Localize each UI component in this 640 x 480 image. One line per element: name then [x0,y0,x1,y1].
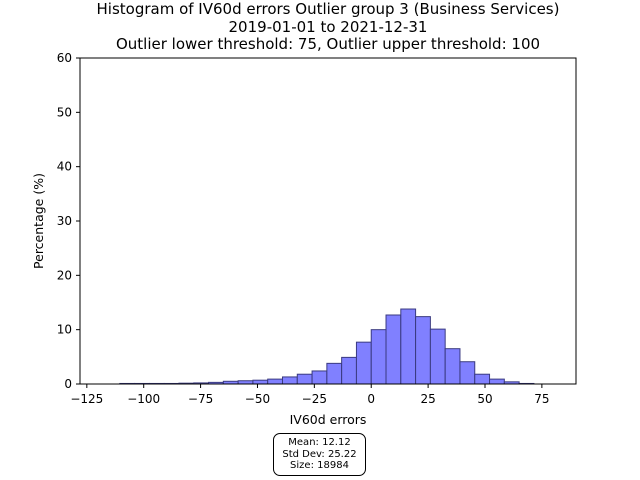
x-tick-label-4: −25 [302,392,327,406]
histogram-bar-11 [281,376,298,385]
y-tick-label-5: 50 [57,105,72,119]
stats-std-dev: Std Dev: 25.22 [282,448,357,460]
histogram-bar-19 [400,308,417,385]
x-tick-label-7: 50 [477,392,492,406]
histogram-bar-9 [252,379,269,385]
histogram-bar-17 [370,329,387,385]
x-axis-label: IV60d errors [290,412,367,427]
histogram-bar-21 [429,328,446,385]
x-tick-label-1: −100 [127,392,160,406]
y-tick-label-3: 30 [57,214,72,228]
stats-size: Size: 18984 [290,460,349,471]
plot-frame [79,57,577,385]
y-axis-ticks: 0 10 20 30 40 50 60 [57,51,80,391]
histogram-bar-24 [474,373,491,385]
histogram-bar-25 [489,378,505,385]
x-tick-label-2: −75 [188,392,213,406]
y-tick-label-6: 60 [57,51,72,65]
x-tick-label-3: −50 [245,392,270,406]
histogram-bar-12 [296,373,313,385]
histogram-bar-22 [444,348,461,385]
title-line-1: Histogram of IV60d errors Outlier group … [97,0,560,18]
y-tick-label-4: 40 [57,160,72,174]
histogram-bar-20 [415,316,431,385]
histogram-bar-13 [311,370,328,385]
y-axis-label: Percentage (%) [31,173,46,269]
y-tick-label-0: 0 [64,377,72,391]
histogram-bar-10 [267,378,283,385]
histogram-bar-16 [355,341,372,385]
y-tick-label-1: 10 [57,323,72,337]
x-tick-label-6: 25 [420,392,435,406]
histogram-bar-18 [385,314,402,385]
x-axis-ticks: −125 −100 −75 −50 −25 0 25 50 75 [70,384,550,406]
x-tick-label-0: −125 [70,392,103,406]
chart-title: Histogram of IV60d errors Outlier group … [97,0,560,53]
histogram-bar-23 [459,361,476,385]
y-tick-label-2: 20 [57,268,72,282]
histogram-bars [119,308,535,385]
stats-box: Mean: 12.12 Std Dev: 25.22 Size: 18984 [273,433,366,476]
stats-mean: Mean: 12.12 [288,437,351,448]
title-line-2: 2019-01-01 to 2021-12-31 [229,18,428,36]
x-tick-label-8: 75 [534,392,549,406]
histogram-bar-14 [326,362,343,385]
x-tick-label-5: 0 [367,392,375,406]
histogram-bar-15 [341,356,357,385]
title-line-3: Outlier lower threshold: 75, Outlier upp… [116,35,540,53]
